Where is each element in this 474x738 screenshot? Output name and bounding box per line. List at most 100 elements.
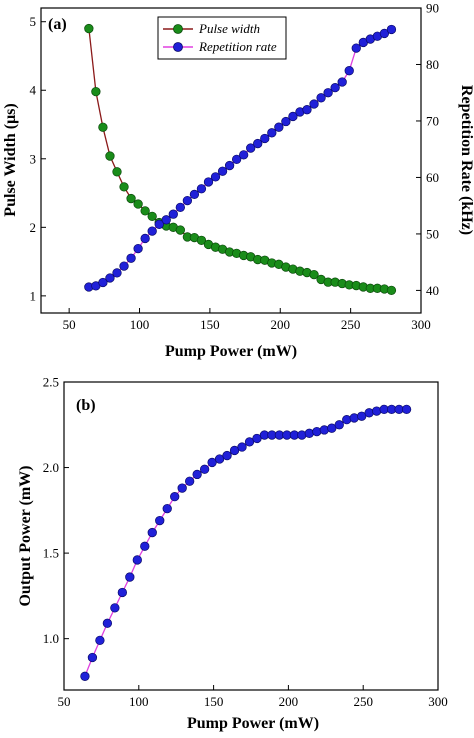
data-point-0-0 bbox=[196, 235, 207, 245]
legend-label-pulse-width: Pulse width bbox=[198, 21, 260, 36]
data-point-0-0 bbox=[84, 23, 94, 34]
panel-a-plot-frame bbox=[40, 7, 422, 314]
data-point-0-1 bbox=[337, 77, 347, 87]
data-point-1-0 bbox=[155, 515, 165, 526]
data-point-1-0 bbox=[357, 411, 367, 421]
x-tick-label: 50 bbox=[63, 317, 76, 332]
data-point-1-0 bbox=[222, 450, 232, 461]
data-point-0-1 bbox=[231, 154, 242, 165]
data-point-0-1 bbox=[309, 99, 319, 109]
x-tick-label: 50 bbox=[58, 694, 71, 709]
data-point-0-0 bbox=[98, 122, 108, 132]
data-point-1-0 bbox=[364, 408, 374, 418]
data-point-0-1 bbox=[351, 43, 361, 53]
y-tick-label: 2.0 bbox=[43, 460, 59, 475]
y-tick-label: 5 bbox=[30, 14, 37, 29]
data-point-0-1 bbox=[133, 243, 143, 254]
data-point-0-1 bbox=[267, 128, 277, 138]
data-point-1-0 bbox=[252, 433, 262, 444]
x-tick-label: 100 bbox=[129, 694, 149, 709]
data-point-0-1 bbox=[344, 66, 354, 76]
data-point-0-1 bbox=[119, 261, 129, 271]
data-point-1-0 bbox=[297, 430, 307, 440]
data-point-0-1 bbox=[196, 184, 207, 194]
panel-b-ylabel: Output Power (mW) bbox=[17, 465, 34, 606]
data-point-0-1 bbox=[126, 253, 136, 263]
x-tick-label: 250 bbox=[341, 317, 361, 332]
x-tick-label: 150 bbox=[204, 694, 224, 709]
data-point-0-1 bbox=[316, 93, 326, 103]
data-point-1-0 bbox=[349, 413, 359, 423]
legend-marker-repetition-rate bbox=[173, 42, 183, 52]
data-point-1-0 bbox=[110, 603, 120, 613]
data-point-1-0 bbox=[192, 469, 202, 480]
data-point-0-0 bbox=[147, 211, 157, 222]
legend-label-repetition-rate: Repetition rate bbox=[198, 39, 277, 54]
data-point-1-0 bbox=[207, 457, 217, 468]
data-point-0-1 bbox=[386, 24, 397, 35]
data-point-1-0 bbox=[319, 425, 329, 435]
data-point-0-1 bbox=[182, 195, 193, 206]
legend-box bbox=[157, 16, 287, 60]
data-point-0-0 bbox=[105, 151, 115, 161]
data-point-0-1 bbox=[274, 122, 284, 132]
data-point-0-0 bbox=[126, 193, 136, 204]
data-point-0-1 bbox=[189, 189, 200, 200]
data-point-0-1 bbox=[175, 202, 185, 213]
y-tick-label: 1.5 bbox=[43, 546, 59, 561]
x-tick-label: 100 bbox=[130, 317, 150, 332]
data-point-1-0 bbox=[229, 445, 240, 456]
data-point-0-0 bbox=[91, 86, 101, 97]
data-point-0-0 bbox=[386, 285, 397, 296]
panel-a-y2label: Repetition Rate (kHz) bbox=[458, 85, 474, 235]
panel-a-xlabel: Pump Power (mW) bbox=[165, 343, 297, 360]
data-point-1-0 bbox=[87, 652, 98, 663]
y2-tick-label: 90 bbox=[426, 1, 439, 16]
data-point-0-1 bbox=[239, 150, 249, 160]
data-point-0-1 bbox=[281, 116, 291, 127]
data-point-0-1 bbox=[147, 226, 157, 236]
y-tick-label: 1 bbox=[30, 288, 37, 303]
data-point-1-0 bbox=[117, 587, 127, 598]
data-point-0-1 bbox=[260, 133, 270, 144]
panel-a-ylabel: Pulse Width (μs) bbox=[2, 103, 19, 216]
data-point-0-1 bbox=[98, 277, 108, 288]
data-point-0-0 bbox=[140, 206, 150, 216]
panel-a-legend: Pulse width Repetition rate bbox=[157, 16, 287, 60]
data-point-1-0 bbox=[102, 618, 113, 628]
data-point-0-1 bbox=[224, 160, 235, 171]
data-point-1-0 bbox=[185, 476, 195, 486]
data-point-0-1 bbox=[330, 82, 340, 93]
data-point-1-0 bbox=[401, 404, 412, 415]
x-tick-label: 200 bbox=[271, 317, 291, 332]
y-tick-label: 2 bbox=[30, 220, 37, 235]
data-point-1-0 bbox=[372, 406, 382, 416]
x-tick-label: 250 bbox=[353, 694, 373, 709]
data-point-0-1 bbox=[246, 143, 256, 153]
data-point-0-1 bbox=[302, 105, 312, 115]
data-point-0-1 bbox=[203, 177, 214, 187]
y2-tick-label: 70 bbox=[426, 113, 439, 128]
data-point-1-0 bbox=[132, 555, 142, 565]
data-point-0-1 bbox=[288, 111, 298, 122]
panel-a-chart: 50 100 150 200 250 300 1 2 3 4 5 40 50 60 70 80 90 (a) P… bbox=[2, 1, 474, 361]
data-point-0-1 bbox=[161, 215, 171, 225]
data-point-1-0 bbox=[140, 541, 150, 551]
data-point-1-0 bbox=[80, 671, 90, 681]
x-tick-label: 150 bbox=[200, 317, 220, 332]
y-tick-label: 4 bbox=[30, 83, 37, 98]
data-point-1-0 bbox=[237, 442, 247, 452]
y2-tick-label: 60 bbox=[426, 170, 439, 185]
data-point-1-0 bbox=[334, 420, 344, 430]
x-tick-label: 300 bbox=[428, 694, 448, 709]
y2-tick-label: 50 bbox=[426, 226, 439, 241]
data-point-1-0 bbox=[244, 437, 255, 447]
y-tick-label: 3 bbox=[30, 151, 37, 166]
data-point-1-0 bbox=[170, 491, 180, 502]
panel-b-plot-frame bbox=[63, 381, 439, 691]
data-point-0-1 bbox=[210, 172, 221, 182]
data-point-0-0 bbox=[175, 225, 185, 235]
data-point-0-1 bbox=[253, 138, 263, 149]
panel-a-label: (a) bbox=[48, 16, 67, 33]
